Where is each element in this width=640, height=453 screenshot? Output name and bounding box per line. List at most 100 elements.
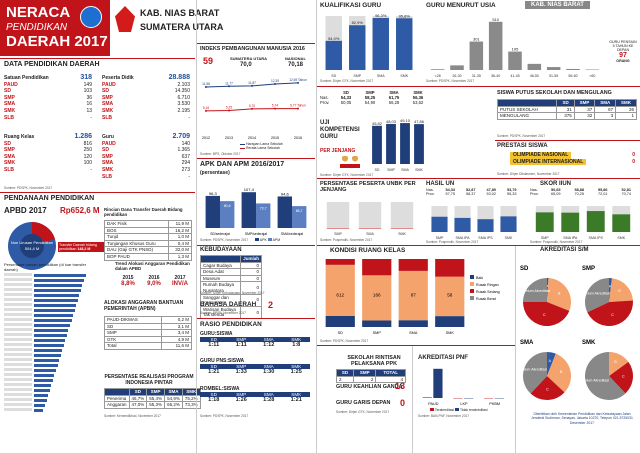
- apk-tick: SMP/sederajat: [245, 232, 267, 236]
- list-item-value: 14.350: [174, 88, 190, 95]
- prestasi-title: PRESTASI SISWA: [497, 143, 548, 149]
- pensiun-label: GURU PENSIUN 5 TAHUN KE DEPAN: [609, 40, 637, 52]
- list-item: SMP 250: [4, 147, 92, 154]
- guru-block: Guru 2.709 PAUD 140 SD 1.365 SMP 637 SMA 294 SMK 2…: [102, 133, 190, 181]
- pnf-chart: PAUD LKP PKBM: [422, 368, 504, 406]
- table-row: Warisan Budaya Tak Benda 0: [199, 305, 262, 319]
- chart-bar: [488, 21, 503, 70]
- table-cell: Warisan Budaya Tak Benda: [199, 305, 242, 319]
- persentase-label: Persentase urusan pendidikan (di luar tr…: [4, 262, 87, 272]
- table-row: BOS 16,2 M: [103, 226, 192, 235]
- list-item: SLB -: [102, 174, 190, 181]
- list-item: SMK 2.195: [102, 108, 190, 115]
- realisasi-title: PERSENTASE REALISASI PROGRAM INDONESIA P…: [104, 374, 194, 386]
- pie-slice-label: C: [546, 387, 549, 391]
- table-cell: 31: [556, 105, 575, 114]
- chart-tick-label: 51-55: [549, 74, 558, 78]
- apm-label: 73,7: [260, 206, 267, 210]
- region-badge: KAB. NIAS BARAT: [525, 1, 590, 9]
- pnf-legend-tt: Tidak terakreditasi: [459, 408, 488, 412]
- score-cell: 52,87: [465, 188, 476, 192]
- table-cell: 2: [335, 375, 355, 384]
- region-bar-label: [4, 383, 32, 386]
- kondisi-legend-swatch: [470, 296, 474, 300]
- list-item: SMP 637: [102, 154, 190, 161]
- table-cell: 54,9%: [164, 394, 183, 403]
- table-cell: 67: [594, 105, 617, 114]
- ipm-point: [297, 107, 299, 110]
- score-row: Prov. 65,09 70,25 72,01 70,74: [530, 192, 638, 196]
- score-cell: 55,33: [506, 192, 517, 196]
- list-item: PAUD 140: [102, 141, 190, 148]
- score-cell: 58,88: [574, 188, 584, 192]
- ipm-point-label: 11,77: [225, 81, 233, 85]
- unbk-source: Sumber: Puspendik, November 2017: [320, 238, 373, 242]
- score-row: Nas. 50,65 58,88 55,86 52,81: [530, 188, 638, 192]
- pie-title: SD: [520, 266, 529, 272]
- data-pendidikan-title: DATA PENDIDIKAN DAERAH: [4, 61, 100, 68]
- region-bar-label: [4, 308, 32, 311]
- list-item: SMA 120: [4, 154, 92, 161]
- kondisi-tick: SMA: [409, 331, 418, 335]
- score-row: Prov. 50,05 54,90 56,28 53,62: [320, 100, 430, 105]
- region-bar: [34, 319, 72, 322]
- rasio-value: 1:33: [235, 369, 247, 375]
- pie-slice: [585, 278, 609, 313]
- list-item-label: SD: [4, 140, 11, 147]
- region-bar: [34, 374, 55, 377]
- chart-tick-label: 36-40: [491, 74, 500, 78]
- ipm-v2: 70,18: [288, 62, 304, 68]
- rasio-head-cell: SMA: [263, 337, 274, 342]
- rintisan-table: SD SMP TOTAL 2 2 4: [335, 369, 406, 384]
- pie-slice: [609, 361, 633, 394]
- kondisi-chart: 612 SD 166 SMP 87 SMA 58 SMK Baik Rusak Ringan Rus…: [325, 259, 500, 335]
- ipm-tick: 2016: [294, 136, 302, 140]
- table-cell: 3: [594, 112, 617, 120]
- table-header-cell: SMA: [594, 99, 617, 107]
- kondisi-legend-label: Rusak Berat: [476, 297, 496, 301]
- list-item-value: 273: [181, 166, 190, 173]
- table-cell: 73,3%: [181, 401, 201, 409]
- list-item: SMA 3.530: [102, 101, 190, 108]
- pie-sma: SMA A B C Belum Akreditasi: [520, 340, 571, 400]
- list-item-value: -: [90, 166, 92, 173]
- apk-legend-apk: APK: [259, 238, 267, 242]
- list-item-value: 2.103: [177, 81, 190, 88]
- pie-smk: SMK B C Belum Akreditasi: [582, 340, 633, 400]
- score-row: Nas. 54,33 58,25 61,75 56,36: [320, 95, 430, 100]
- list-item-value: 149: [83, 81, 92, 88]
- trend-item: 2017 INV/A: [167, 275, 193, 287]
- chart-bar: [454, 217, 471, 232]
- list-item-value: 36: [86, 94, 92, 101]
- satuan-list: PAUD 149 SD 103 SMP 36 SMA 16 SMK 13 SLB -: [4, 82, 92, 122]
- ipm-point-label: 12,39: [271, 79, 279, 83]
- pie-title: SMK: [582, 340, 596, 346]
- rincian-title: Rincian Dana Transfer Daerah Bidang pend…: [104, 207, 183, 217]
- list-item: PAUD 149: [4, 82, 92, 89]
- hasil-un-title: HASIL UN: [426, 181, 455, 187]
- ipm-point: [205, 109, 207, 112]
- list-item: SD 1.365: [102, 147, 190, 154]
- table-cell: Tunjangan Khusus Guru: [103, 239, 170, 248]
- score-cell: 65,09: [550, 192, 561, 196]
- ipm-point: [251, 107, 253, 110]
- pnf-legend-t: Terakreditasi: [434, 408, 455, 412]
- chart-bar: [500, 216, 517, 232]
- ipm-rank: 59: [203, 56, 214, 66]
- divider: [495, 140, 640, 141]
- table-cell: 11,6 M: [161, 342, 192, 350]
- table-row: Anggaran 47,0% 55,3% 65,2% 73,3%: [104, 401, 201, 409]
- region-bar-label: [4, 318, 32, 321]
- region-bar-label: [4, 353, 32, 356]
- ipm-point: [251, 84, 253, 87]
- kebudayaan-title: KEBUDAYAAN: [200, 247, 242, 253]
- chart-bar: [414, 124, 424, 164]
- apk-tick: SMA/sederajat: [281, 232, 303, 236]
- gds-source: Sumber: Dirjen GTK, November 2017: [336, 410, 390, 414]
- gds-title: GURU GARIS DEPAN: [336, 400, 391, 406]
- list-item-label: SMA: [4, 101, 16, 108]
- rasio-value: 1:21: [290, 397, 302, 403]
- trend-row: 2015 8,8% 2016 9,0% 2017 INV/A: [115, 275, 193, 287]
- apk-label: 107,4: [244, 187, 255, 192]
- score-row-label: Prov.: [530, 192, 539, 196]
